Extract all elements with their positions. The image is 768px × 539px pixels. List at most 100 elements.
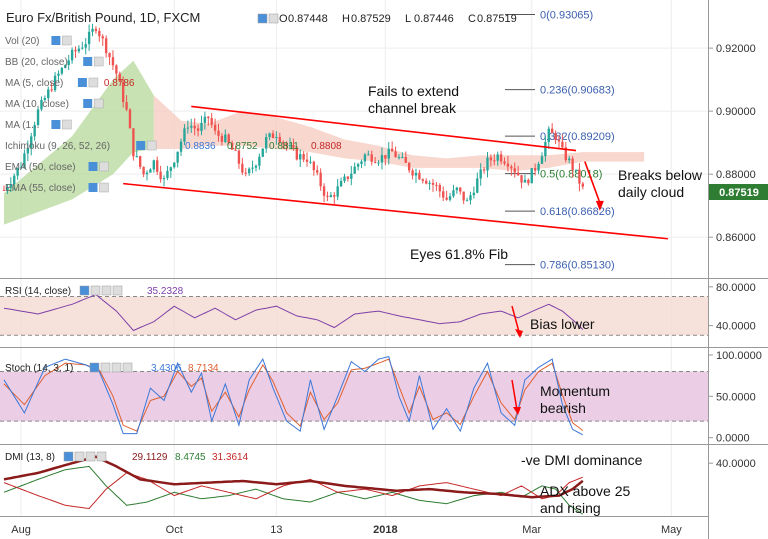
candle-body bbox=[282, 142, 285, 144]
visibility-icon[interactable] bbox=[89, 362, 100, 373]
dmi-controls[interactable] bbox=[63, 451, 107, 462]
settings-icon[interactable] bbox=[62, 119, 72, 130]
candle-body bbox=[360, 161, 363, 165]
header-controls[interactable] bbox=[257, 13, 279, 24]
dmi-legend[interactable]: DMI (13, 8) 29.1129 8.4745 31.3614 bbox=[5, 451, 249, 463]
indicator-label[interactable]: MA (5, close) bbox=[5, 78, 63, 89]
candle-body bbox=[94, 28, 98, 31]
candle-body bbox=[550, 128, 554, 134]
candle-body bbox=[343, 176, 346, 181]
price-tick-label: 80.0000 bbox=[716, 282, 756, 294]
candle-body bbox=[448, 196, 452, 200]
candle-body bbox=[530, 168, 533, 184]
candle-body bbox=[30, 136, 33, 148]
candle-body bbox=[203, 116, 207, 123]
indicator-label[interactable]: Vol (20) bbox=[5, 36, 39, 47]
visibility-icon[interactable] bbox=[136, 141, 146, 150]
settings-icon[interactable] bbox=[90, 285, 101, 296]
candle-body bbox=[118, 73, 121, 82]
candle-body bbox=[476, 178, 479, 193]
candle-body bbox=[2, 189, 6, 191]
candle-body bbox=[537, 163, 540, 171]
visibility-icon[interactable] bbox=[257, 13, 268, 24]
settings-icon[interactable] bbox=[88, 77, 99, 88]
indicator-value: 0.8811 bbox=[269, 141, 299, 152]
settings-icon[interactable] bbox=[99, 161, 109, 172]
candle-body bbox=[469, 195, 472, 201]
stoch-controls[interactable] bbox=[89, 362, 133, 373]
settings-icon[interactable] bbox=[111, 362, 122, 373]
visibility-icon[interactable] bbox=[79, 285, 90, 296]
settings-icon[interactable] bbox=[85, 451, 96, 462]
settings-icon[interactable] bbox=[112, 285, 123, 296]
settings-icon[interactable] bbox=[93, 56, 104, 67]
indicator-label[interactable]: MA (1... bbox=[5, 120, 39, 131]
candle-body bbox=[295, 147, 299, 160]
candle-body bbox=[121, 81, 125, 103]
settings-icon[interactable] bbox=[122, 362, 133, 373]
candle-body bbox=[401, 157, 404, 159]
candle-body bbox=[128, 109, 132, 129]
indicator-label[interactable]: EMA (55, close) bbox=[5, 183, 76, 194]
price-tick-label: 0.92000 bbox=[716, 43, 756, 55]
settings-icon[interactable] bbox=[101, 285, 112, 296]
candle-body bbox=[81, 47, 84, 49]
visibility-icon[interactable] bbox=[88, 183, 98, 192]
candle-body bbox=[292, 145, 295, 148]
indicator-label[interactable]: MA (10, close) bbox=[5, 99, 69, 110]
visibility-icon[interactable] bbox=[83, 57, 93, 66]
candle-body bbox=[166, 170, 169, 179]
candle-body bbox=[503, 161, 506, 164]
dmi-label: DMI (13, 8) bbox=[5, 452, 55, 463]
ohlc-label: O bbox=[279, 13, 288, 25]
candle-body bbox=[506, 163, 510, 167]
candle-body bbox=[425, 180, 428, 184]
stoch-legend[interactable]: Stoch (14, 3, 1) 3.4306 8.7134 bbox=[5, 362, 219, 374]
settings-icon[interactable] bbox=[93, 98, 104, 109]
candle-body bbox=[418, 172, 421, 180]
candle-body bbox=[207, 116, 210, 119]
ichimoku-cloud-bullish bbox=[4, 60, 154, 225]
settings-icon[interactable] bbox=[268, 13, 279, 24]
time-tick-label: Mar bbox=[522, 524, 541, 536]
candle-body bbox=[329, 195, 333, 197]
settings-icon[interactable] bbox=[100, 362, 111, 373]
indicator-value: 0.8752 bbox=[227, 141, 258, 152]
candle-body bbox=[98, 30, 101, 37]
dmi-pane[interactable] bbox=[0, 445, 708, 517]
candle-body bbox=[482, 169, 486, 171]
settings-icon[interactable] bbox=[99, 182, 109, 193]
symbol-title[interactable]: Euro Fx/British Pound, 1D, FXCM bbox=[6, 10, 200, 25]
visibility-icon[interactable] bbox=[51, 36, 61, 45]
candle-body bbox=[220, 135, 224, 142]
channel-upper-line[interactable] bbox=[191, 105, 577, 152]
time-axis[interactable] bbox=[0, 517, 708, 539]
channel-lower-line[interactable] bbox=[123, 182, 669, 240]
settings-icon[interactable] bbox=[62, 35, 72, 46]
rsi-legend[interactable]: RSI (14, close) 35.2328 bbox=[5, 285, 184, 297]
candle-body bbox=[53, 75, 57, 91]
settings-icon[interactable] bbox=[146, 140, 157, 151]
visibility-icon[interactable] bbox=[83, 99, 93, 108]
candle-body bbox=[465, 200, 469, 202]
settings-icon[interactable] bbox=[74, 451, 85, 462]
fibonacci-levels[interactable]: 0(0.93065)0.236(0.90683)0.382(0.89209)0.… bbox=[505, 10, 615, 272]
indicator-legend[interactable]: Vol (20) BB (20, close) MA (5, close) 0.878… bbox=[5, 35, 342, 194]
indicator-label[interactable]: EMA (50, close) bbox=[5, 162, 76, 173]
visibility-icon[interactable] bbox=[51, 120, 61, 129]
visibility-icon[interactable] bbox=[88, 162, 98, 171]
visibility-icon[interactable] bbox=[77, 78, 87, 87]
settings-icon[interactable] bbox=[96, 451, 107, 462]
candle-body bbox=[43, 98, 47, 100]
price-tick-label: 0.88000 bbox=[716, 169, 756, 181]
price-axis[interactable] bbox=[708, 0, 768, 539]
rsi-controls[interactable] bbox=[79, 285, 123, 296]
stoch-d-value: 8.7134 bbox=[188, 363, 219, 374]
indicator-label[interactable]: BB (20, close) bbox=[5, 57, 68, 68]
stoch-band bbox=[0, 371, 708, 422]
stoch-k-line bbox=[3, 356, 584, 436]
indicator-label[interactable]: Ichimoku (9, 26, 52, 26) bbox=[5, 141, 110, 152]
visibility-icon[interactable] bbox=[63, 451, 74, 462]
candle-body bbox=[547, 128, 550, 143]
